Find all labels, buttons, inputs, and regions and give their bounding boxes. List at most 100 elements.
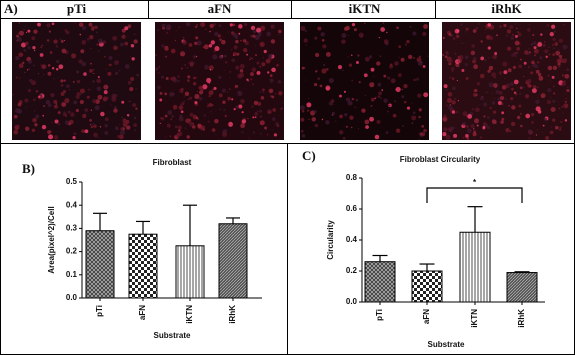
cell-speck xyxy=(418,115,421,119)
cell-speck xyxy=(182,40,188,45)
cell-speck xyxy=(196,40,202,46)
cell-speck xyxy=(427,55,429,57)
cell-speck xyxy=(89,62,92,65)
cell-speck xyxy=(510,97,514,101)
cell-speck xyxy=(348,35,350,37)
cell-speck xyxy=(365,125,369,129)
cell-speck xyxy=(273,133,278,137)
cell-speck xyxy=(566,88,570,93)
bar xyxy=(175,245,205,299)
cell-speck xyxy=(262,57,264,59)
cell-speck xyxy=(249,56,252,59)
cell-speck xyxy=(390,78,396,84)
cell-speck xyxy=(208,90,214,96)
cell-speck xyxy=(83,72,87,76)
cell-speck xyxy=(222,130,225,134)
cell-speck xyxy=(60,91,65,96)
cell-speck xyxy=(272,108,276,112)
cell-speck xyxy=(420,133,423,136)
cell-speck xyxy=(314,123,319,128)
cell-speck xyxy=(377,82,382,87)
cell-speck xyxy=(349,115,354,120)
cell-speck xyxy=(240,39,243,42)
cell-speck xyxy=(250,72,254,76)
cell-speck xyxy=(545,55,548,58)
cell-speck xyxy=(544,41,546,43)
cell-speck xyxy=(542,124,545,127)
cell-speck xyxy=(272,117,276,121)
bar xyxy=(364,261,396,303)
cell-speck xyxy=(418,55,421,58)
cell-speck xyxy=(353,28,357,32)
cell-speck xyxy=(84,129,89,134)
x-axis-label: Substrate xyxy=(428,340,465,349)
cell-speck xyxy=(37,22,41,27)
significance-bracket xyxy=(426,187,523,203)
cell-speck xyxy=(165,101,167,103)
cell-speck xyxy=(109,63,112,67)
cell-speck xyxy=(92,99,97,104)
cell-speck xyxy=(48,134,54,140)
cell-speck xyxy=(557,62,561,66)
cell-speck xyxy=(368,55,373,59)
cell-speck xyxy=(401,89,403,91)
cell-speck xyxy=(383,39,389,44)
cell-speck xyxy=(248,137,250,139)
cell-speck xyxy=(256,27,262,33)
cell-speck xyxy=(330,99,335,103)
cell-speck xyxy=(460,23,463,26)
cell-speck xyxy=(97,94,103,100)
cell-speck xyxy=(205,29,207,31)
cell-speck xyxy=(306,102,312,108)
x-tick-label: iKTN xyxy=(185,305,194,324)
cell-speck xyxy=(235,65,240,70)
cell-speck xyxy=(12,94,14,96)
cell-speck xyxy=(345,97,351,102)
cell-speck xyxy=(135,87,138,90)
cell-speck xyxy=(394,61,399,66)
cell-speck xyxy=(233,54,235,56)
cell-speck xyxy=(57,77,59,79)
cell-speck xyxy=(548,53,551,56)
cell-speck xyxy=(560,120,563,123)
x-tick-label: aFN xyxy=(138,305,147,320)
cell-speck xyxy=(70,112,75,117)
cell-speck xyxy=(448,126,453,131)
cell-speck xyxy=(339,114,343,119)
cell-speck xyxy=(93,69,95,71)
cell-speck xyxy=(195,76,198,79)
cell-speck xyxy=(519,24,521,26)
cell-speck xyxy=(104,55,106,58)
cell-speck xyxy=(401,95,405,99)
annotation: * xyxy=(473,178,477,187)
cell-speck xyxy=(351,79,354,82)
cell-speck xyxy=(251,105,254,108)
cell-speck xyxy=(159,98,163,102)
cell-speck xyxy=(46,23,51,28)
cell-speck xyxy=(171,115,174,118)
cell-speck xyxy=(99,126,102,128)
cell-speck xyxy=(207,105,209,107)
cell-speck xyxy=(491,101,496,105)
cell-speck xyxy=(133,33,136,36)
cell-speck xyxy=(259,132,262,135)
bar xyxy=(85,230,115,299)
cell-speck xyxy=(370,67,375,72)
cell-speck xyxy=(300,117,305,122)
cell-speck xyxy=(207,120,210,123)
cell-speck xyxy=(530,43,534,46)
cell-speck xyxy=(56,59,60,64)
cell-speck xyxy=(458,81,461,83)
cell-speck xyxy=(467,114,473,119)
cell-speck xyxy=(518,104,522,108)
cell-speck xyxy=(519,92,522,96)
cell-speck xyxy=(442,132,447,137)
cell-speck xyxy=(267,71,270,74)
cell-speck xyxy=(212,89,214,91)
cell-speck xyxy=(157,29,159,32)
cell-speck xyxy=(489,106,492,109)
cell-speck xyxy=(451,110,456,114)
cell-speck xyxy=(317,77,321,81)
cell-speck xyxy=(343,90,346,93)
cell-speck xyxy=(523,61,527,65)
